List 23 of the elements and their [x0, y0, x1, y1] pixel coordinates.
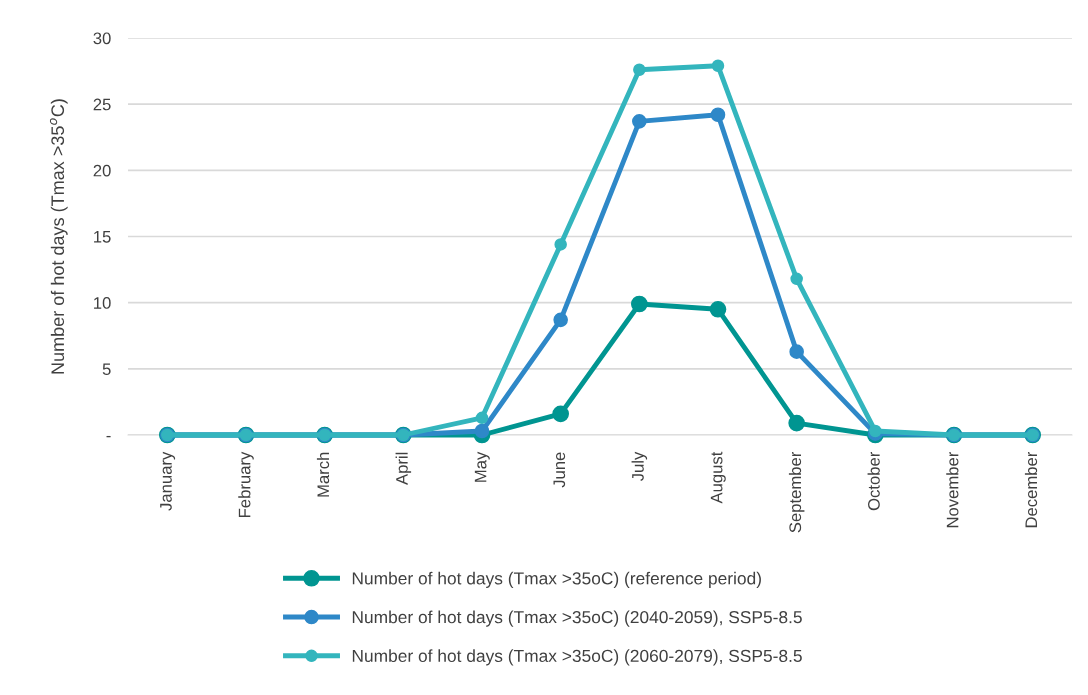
x-tick-label: February: [238, 451, 254, 517]
y-axis-title: Number of hot days (Tmax >35$^{o}$C): [49, 99, 68, 374]
x-tick-label: August: [710, 451, 726, 504]
x-tick-label: January: [160, 451, 176, 511]
y-tick-label: 20: [93, 164, 111, 177]
x-tick-label: November: [946, 451, 959, 528]
x-tick-label: September: [788, 451, 805, 533]
y-tick-label: -: [106, 435, 111, 438]
legend-label: Number of hot days (Tmax >35oC) (reference period): [352, 571, 761, 588]
y-tick-label: 5: [102, 363, 111, 376]
x-tick-label: July: [631, 451, 648, 482]
x-tick-label: June: [553, 452, 566, 488]
x-tick-label: April: [395, 452, 412, 485]
y-tick-label: 30: [93, 32, 111, 45]
x-tick-label: October: [867, 451, 880, 511]
x-tick-label: May: [474, 451, 490, 482]
y-tick-label: 10: [94, 297, 111, 309]
x-tick-label: March: [316, 452, 330, 497]
y-tick-label: 15: [94, 231, 111, 243]
x-tick-label: December: [1024, 451, 1038, 528]
legend-label: Number of hot days (Tmax >35oC) (2040-2059), SSP5-8.5: [352, 610, 802, 627]
legend-label: Number of hot days (Tmax >35oC) (2060-2079), SSP5-8.5: [352, 649, 802, 666]
y-tick-label: 25: [93, 98, 111, 111]
